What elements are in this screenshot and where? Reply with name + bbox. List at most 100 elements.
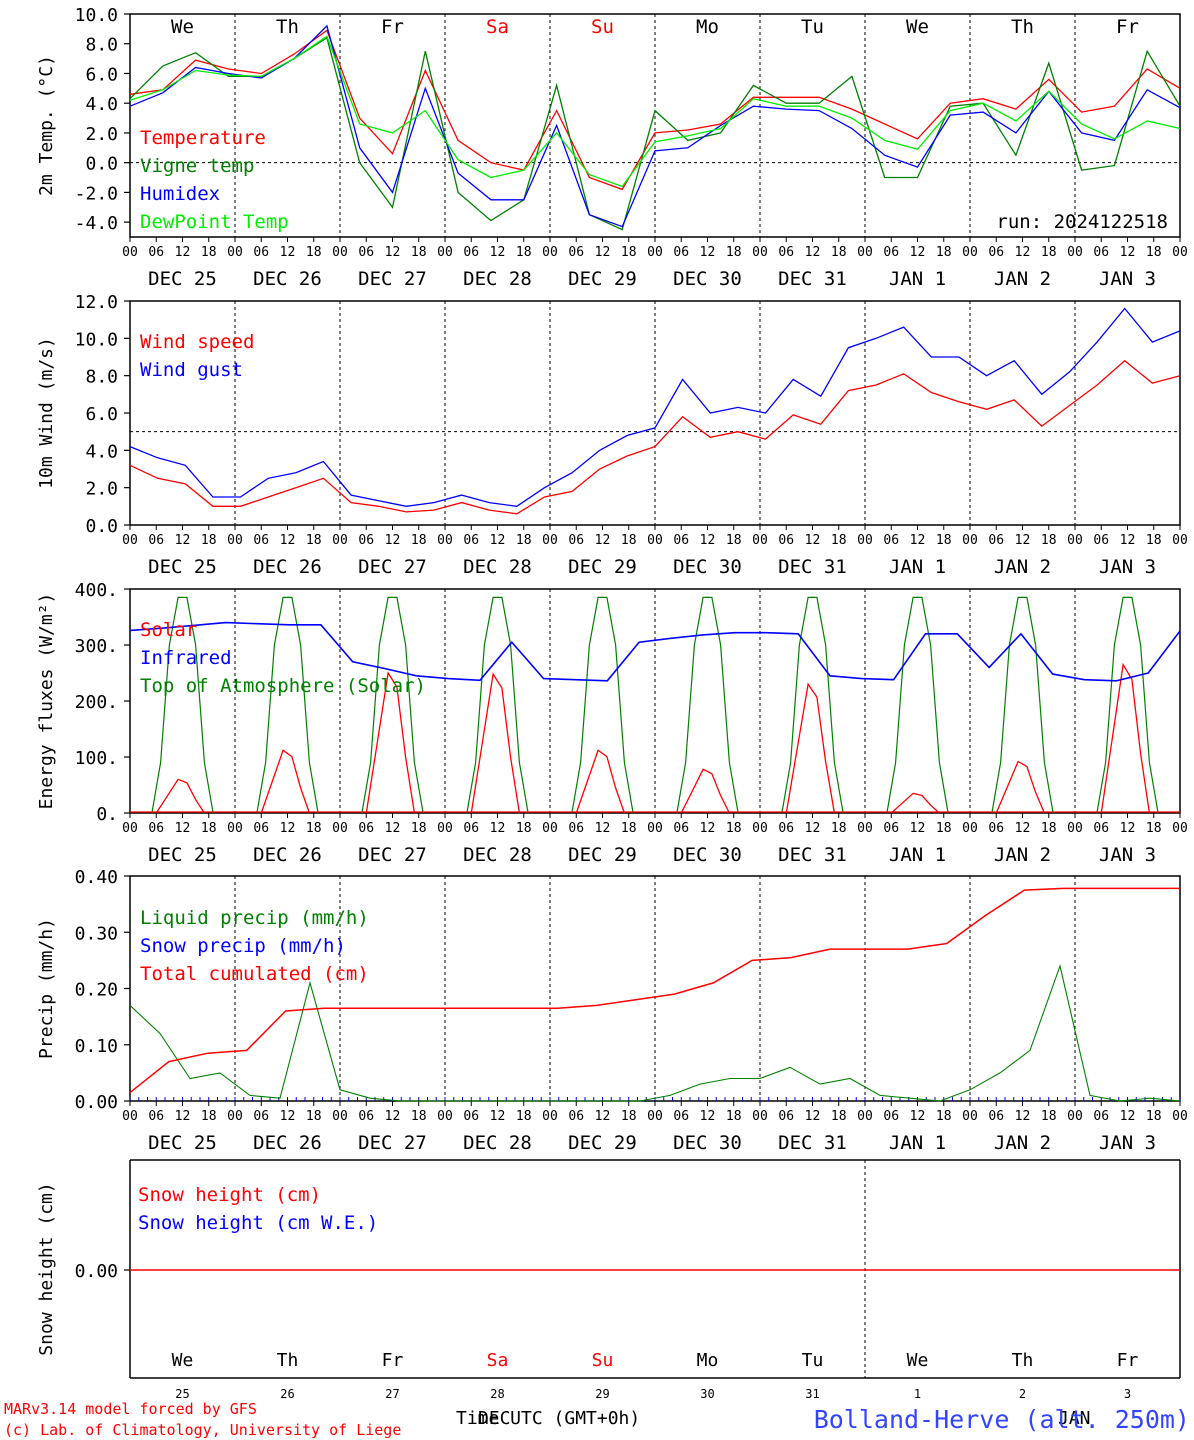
- panel-frame: [129, 588, 1181, 814]
- series-line-temperature: [129, 29, 1181, 191]
- y-tick-label: 10.0: [75, 329, 118, 350]
- x-tick-label: 06: [463, 533, 479, 548]
- x-tick-label: 06: [1093, 821, 1109, 836]
- date-label: DEC 29: [568, 844, 637, 866]
- series-line-dewpoint-temp: [129, 35, 1181, 188]
- x-axis-month-label: JAN: [1058, 1408, 1091, 1429]
- legend-entry: Snow height (cm): [138, 1184, 321, 1206]
- x-tick-label: 00: [857, 1109, 873, 1124]
- date-number: 26: [280, 1387, 294, 1401]
- date-label: DEC 29: [568, 268, 637, 290]
- day-label: Fr: [381, 16, 404, 38]
- solar-peak: [260, 749, 311, 814]
- y-axis-label: Energy fluxes (W/m²): [36, 593, 57, 810]
- x-tick-label: 06: [253, 245, 269, 260]
- x-tick-label: 00: [542, 533, 558, 548]
- x-tick-label: 18: [201, 245, 217, 260]
- x-tick-label: 12: [805, 245, 821, 260]
- x-tick-label: 06: [883, 821, 899, 836]
- x-tick-label: 06: [568, 245, 584, 260]
- legend-entry: Snow height (cm W.E.): [138, 1212, 378, 1234]
- day-label: Tu: [801, 16, 824, 38]
- day-label-bottom: We: [172, 1350, 194, 1371]
- x-tick-label: 00: [647, 245, 663, 260]
- x-tick-label: 06: [988, 1109, 1004, 1124]
- y-tick-label: 0.: [96, 804, 118, 825]
- y-tick-label: 100.: [75, 748, 118, 769]
- legend-entry: Liquid precip (mm/h): [140, 907, 369, 929]
- legend-entry: DewPoint Temp: [140, 211, 289, 233]
- y-tick-label: -4.0: [75, 213, 118, 234]
- x-tick-label: 12: [805, 533, 821, 548]
- date-label: DEC 27: [358, 556, 427, 578]
- x-tick-label: 06: [778, 245, 794, 260]
- date-number: 27: [385, 1387, 399, 1401]
- date-label: DEC 28: [463, 1132, 532, 1154]
- x-tick-label: 18: [306, 821, 322, 836]
- x-tick-label: 00: [1172, 1109, 1188, 1124]
- x-tick-label: 18: [516, 245, 532, 260]
- lab-credit: (c) Lab. of Climatology, University of L…: [4, 1421, 401, 1439]
- date-label: DEC 28: [463, 844, 532, 866]
- x-tick-label: 00: [542, 245, 558, 260]
- x-tick-label: 18: [1041, 245, 1057, 260]
- x-tick-label: 12: [490, 245, 506, 260]
- x-tick-label: 18: [726, 245, 742, 260]
- x-tick-label: 12: [175, 533, 191, 548]
- legend-entry: Wind speed: [140, 331, 254, 353]
- day-label-bottom: Tu: [802, 1350, 824, 1371]
- x-tick-label: 12: [1015, 245, 1031, 260]
- x-tick-label: 12: [490, 821, 506, 836]
- y-tick-label: -2.0: [75, 183, 118, 204]
- x-tick-label: 06: [148, 821, 164, 836]
- y-tick-label: 0.00: [75, 1092, 118, 1113]
- series-line-wind-gust: [129, 307, 1181, 507]
- x-tick-label: 18: [621, 821, 637, 836]
- run-label: run: 2024122518: [996, 211, 1168, 233]
- x-tick-label: 12: [280, 533, 296, 548]
- x-tick-label: 12: [1120, 821, 1136, 836]
- legend-entry: Snow precip (mm/h): [140, 935, 346, 957]
- x-tick-label: 06: [253, 533, 269, 548]
- y-tick-label: 0.00: [75, 1261, 118, 1282]
- x-tick-label: 00: [437, 245, 453, 260]
- day-label: Fr: [1116, 16, 1139, 38]
- toa-solar-peak: [1096, 596, 1159, 814]
- date-label: DEC 29: [568, 556, 637, 578]
- x-tick-label: 06: [988, 533, 1004, 548]
- date-label: DEC 27: [358, 268, 427, 290]
- day-label-bottom: Mo: [697, 1350, 719, 1371]
- date-label: JAN 1: [889, 1132, 946, 1154]
- x-tick-label: 18: [1041, 533, 1057, 548]
- day-label: Th: [1011, 16, 1034, 38]
- x-tick-label: 00: [227, 533, 243, 548]
- x-tick-label: 12: [385, 1109, 401, 1124]
- x-tick-label: 18: [306, 533, 322, 548]
- station-label: Bolland-Herve (alt. 250m): [814, 1405, 1190, 1434]
- x-tick-label: 18: [516, 821, 532, 836]
- x-tick-label: 00: [542, 821, 558, 836]
- x-tick-label: 12: [490, 533, 506, 548]
- x-tick-label: 12: [700, 245, 716, 260]
- legend-entry: Infrared: [140, 647, 232, 669]
- toa-solar-peak: [361, 596, 424, 814]
- toa-solar-peak: [466, 596, 529, 814]
- x-tick-label: 06: [568, 821, 584, 836]
- solar-peak: [155, 778, 205, 814]
- x-tick-label: 00: [332, 245, 348, 260]
- y-tick-label: 200.: [75, 692, 118, 713]
- day-label: We: [906, 16, 929, 38]
- x-tick-label: 12: [1120, 245, 1136, 260]
- x-tick-label: 06: [358, 245, 374, 260]
- date-label: DEC 25: [148, 1132, 217, 1154]
- legend-entry: Vigne temp: [140, 155, 254, 177]
- date-label: JAN 2: [994, 1132, 1051, 1154]
- x-tick-label: 06: [253, 1109, 269, 1124]
- toa-solar-peak: [256, 596, 319, 814]
- y-tick-label: 0.40: [75, 867, 118, 888]
- x-axis-label: Time UTC (GMT+0h): [456, 1408, 640, 1429]
- toa-solar-peak: [991, 596, 1054, 814]
- solar-peak: [890, 792, 940, 814]
- series-line-infrared: [129, 621, 1181, 682]
- x-tick-label: 12: [385, 821, 401, 836]
